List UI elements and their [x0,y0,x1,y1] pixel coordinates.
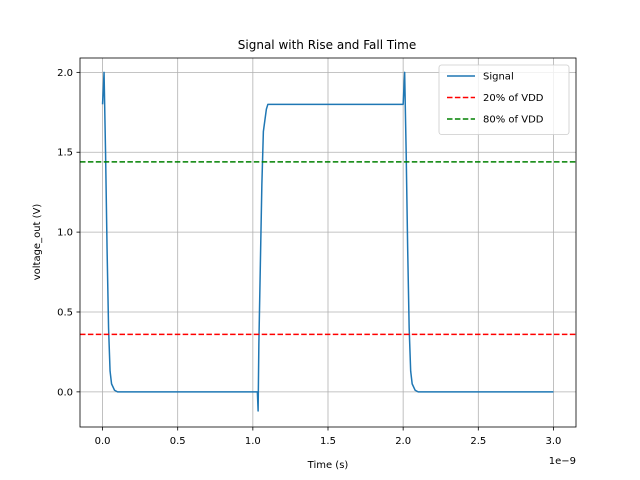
series-line-signal [101,71,554,412]
y-tick-label: 0.5 [57,307,73,318]
legend-label: Signal [483,72,514,83]
y-tick-label: 1.0 [57,228,73,239]
x-tick-label: 0.5 [170,436,186,447]
legend-label: 20% of VDD [483,93,544,104]
x-tick-label: 1.0 [245,436,261,447]
y-axis-label: voltage_out (V) [32,204,43,281]
chart-title: Signal with Rise and Fall Time [238,38,416,52]
y-tick-label: 2.0 [57,68,73,79]
x-tick-label: 1.5 [320,436,336,447]
x-tick-label: 2.5 [470,436,486,447]
x-tick-label: 3.0 [546,436,562,447]
legend-box [438,64,570,135]
x-tick-label: 2.0 [395,436,411,447]
y-tick-label: 1.5 [57,148,73,159]
axis-ticks: 0.0 0.5 1.0 1.5 2.0 2.5 3.0 0.0 0.5 1.0 1.5 2.0 [57,68,561,447]
x-tick-label: 0.0 [95,436,111,447]
x-scale-offset-label: 1e−9 [549,456,576,467]
legend: Signal 20% of VDD 80% of VDD [438,64,570,135]
plot-lines [80,71,576,412]
x-axis-label: Time (s) [307,460,349,471]
legend-label: 80% of VDD [483,115,544,126]
y-tick-label: 0.0 [57,387,73,398]
